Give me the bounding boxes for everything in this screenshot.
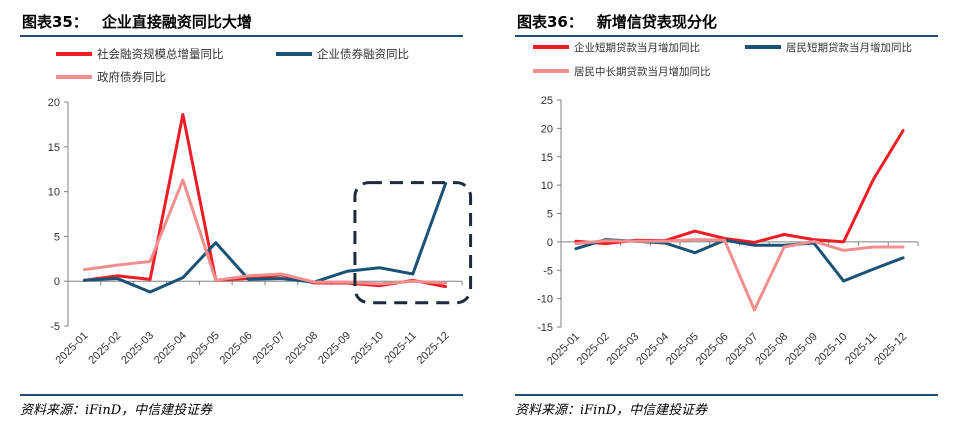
left-chart-panel: 图表35： 企业直接融资同比大增 社会融资规模总增量同比 企业债券融资同比政府债券同… bbox=[20, 11, 473, 418]
source-rule bbox=[515, 394, 938, 396]
y-tick-label: 5 bbox=[547, 209, 553, 221]
x-tick-label: 2025-09 bbox=[316, 330, 353, 367]
y-tick-label: 0 bbox=[547, 237, 553, 249]
series-line bbox=[574, 129, 905, 246]
right-chart-panel: 图表36： 新增信贷表现分化 企业短期贷款当月增加同比 居民短期贷款当月增加同比居民… bbox=[497, 0, 960, 427]
y-tick-label: 10 bbox=[48, 187, 60, 199]
x-tick-label: 2025-04 bbox=[152, 330, 189, 367]
x-tick-label: 2025-02 bbox=[86, 330, 123, 367]
chart-title-text: 新增信贷表现分化 bbox=[596, 13, 717, 31]
chart-title-text: 企业直接融资同比大增 bbox=[101, 13, 252, 31]
y-tick-label: 15 bbox=[541, 152, 553, 164]
x-tick-label: 2025-12 bbox=[415, 330, 452, 367]
x-tick-label: 2025-12 bbox=[872, 331, 909, 368]
source-note: 资料来源：iFinD，中信建投证券 bbox=[515, 403, 708, 418]
legend-label: 居民中长期贷款当月增加同比 bbox=[574, 65, 711, 78]
series-line bbox=[82, 113, 448, 289]
legend-label: 企业债券融资同比 bbox=[317, 47, 409, 61]
x-tick-label: 2025-05 bbox=[185, 330, 222, 367]
source-note: 资料来源：iFinD，中信建投证券 bbox=[20, 403, 213, 418]
y-tick-label: 5 bbox=[54, 231, 60, 243]
legend-label: 社会融资规模总增量同比 bbox=[97, 47, 224, 61]
x-tick-label: 2025-08 bbox=[283, 330, 320, 367]
chart-number: 图表35： bbox=[22, 13, 88, 31]
x-tick-label: 2025-11 bbox=[382, 330, 418, 366]
y-tick-label: 10 bbox=[541, 180, 553, 192]
series-line bbox=[82, 178, 448, 286]
title-rule bbox=[515, 35, 938, 37]
series-line bbox=[574, 238, 905, 312]
x-tick-label: 2025-10 bbox=[349, 330, 386, 367]
y-tick-label: 20 bbox=[48, 97, 60, 109]
title-rule bbox=[20, 35, 463, 37]
x-tick-label: 2025-07 bbox=[251, 330, 288, 367]
y-tick-label: -5 bbox=[50, 321, 60, 333]
x-tick-label: 2025-03 bbox=[119, 330, 156, 367]
chart-title: 图表36： 新增信贷表现分化 bbox=[517, 11, 717, 32]
series-line bbox=[82, 182, 448, 294]
legend-label: 居民短期贷款当月增加同比 bbox=[786, 41, 912, 54]
y-tick-label: -10 bbox=[537, 294, 553, 306]
legend-label: 政府债券同比 bbox=[97, 70, 166, 84]
y-tick-label: 0 bbox=[54, 276, 60, 288]
y-tick-label: 25 bbox=[541, 95, 553, 107]
x-tick-label: 2025-06 bbox=[218, 330, 255, 367]
chart-title: 图表35： 企业直接融资同比大增 bbox=[22, 11, 252, 32]
x-tick-label: 2025-01 bbox=[54, 330, 91, 367]
x-tick-label: 2025-10 bbox=[813, 331, 850, 368]
chart-number: 图表36： bbox=[517, 13, 583, 31]
legend-label: 企业短期贷款当月增加同比 bbox=[574, 41, 700, 54]
y-tick-label: 15 bbox=[48, 142, 60, 154]
source-rule bbox=[20, 394, 463, 396]
y-tick-label: -15 bbox=[537, 322, 553, 334]
y-tick-label: 20 bbox=[541, 123, 553, 135]
highlight-dashed-box bbox=[353, 181, 473, 305]
y-tick-label: -5 bbox=[543, 265, 553, 277]
